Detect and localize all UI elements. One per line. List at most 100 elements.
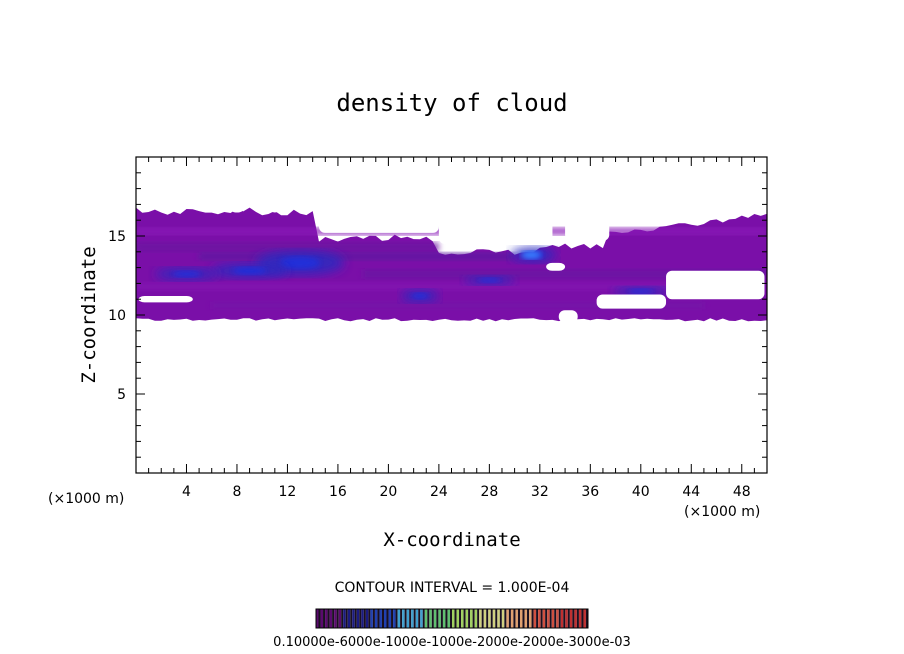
colorbar-segment bbox=[479, 609, 482, 628]
colorbar-segment bbox=[529, 609, 532, 628]
colorbar-divider bbox=[527, 609, 530, 628]
colorbar-segment bbox=[329, 609, 333, 628]
colorbar-frame bbox=[315, 608, 589, 629]
y-tick-label: 5 bbox=[117, 387, 126, 403]
x-tick-label: 12 bbox=[279, 484, 297, 500]
clear-pocket bbox=[682, 287, 713, 298]
clear-gap bbox=[558, 310, 578, 323]
colorbar-divider bbox=[418, 609, 421, 628]
y-tick-label: 10 bbox=[108, 308, 126, 324]
peak-density-spot bbox=[521, 250, 542, 259]
colorbar-segment bbox=[524, 609, 528, 628]
colorbar-divider bbox=[359, 609, 362, 628]
colorbar-segment bbox=[560, 609, 564, 628]
colorbar-divider bbox=[381, 609, 384, 628]
colorbar-divider bbox=[327, 609, 330, 628]
colorbar-divider bbox=[445, 609, 448, 628]
dense-core-center bbox=[280, 256, 320, 270]
colorbar-segment bbox=[411, 609, 414, 628]
colorbar-divider bbox=[536, 609, 539, 628]
cloud-band bbox=[363, 269, 767, 279]
colorbar-divider bbox=[395, 609, 398, 628]
colorbar-segment bbox=[429, 609, 432, 628]
x-tick-label: 48 bbox=[733, 484, 751, 500]
chart-title: density of cloud bbox=[336, 89, 567, 117]
colorbar-segment bbox=[433, 609, 437, 628]
colorbar-divider bbox=[459, 609, 462, 628]
x-tick-label: 32 bbox=[531, 484, 549, 500]
colorbar-segment bbox=[438, 609, 441, 628]
colorbar-segment bbox=[583, 609, 586, 628]
colorbar-divider bbox=[386, 609, 389, 628]
colorbar-segment bbox=[510, 609, 514, 628]
colorbar-segment bbox=[452, 609, 455, 628]
colorbar-segment bbox=[442, 609, 446, 628]
clear-pocket bbox=[229, 202, 245, 213]
colorbar-segment bbox=[420, 609, 423, 628]
cloud-band bbox=[136, 282, 767, 291]
colorbar-divider bbox=[323, 609, 326, 628]
colorbar-segment bbox=[506, 609, 509, 628]
cloud-band bbox=[199, 252, 515, 261]
colorbar-divider bbox=[517, 609, 520, 628]
dense-core-center bbox=[232, 266, 267, 275]
dense-core-center bbox=[478, 277, 501, 283]
x-tick-label: 20 bbox=[379, 484, 397, 500]
clear-pocket bbox=[163, 200, 184, 211]
y-tick-label: 15 bbox=[108, 229, 126, 245]
colorbar-divider bbox=[545, 609, 548, 628]
colorbar-segment bbox=[538, 609, 541, 628]
colorbar-labels: 0.10000e-6000e-1000e-1000e-2000e-2000e-3… bbox=[273, 635, 631, 650]
colorbar-segment bbox=[569, 609, 573, 628]
colorbar-divider bbox=[481, 609, 484, 628]
colorbar-divider bbox=[477, 609, 480, 628]
colorbar bbox=[315, 608, 589, 629]
cloud-band bbox=[136, 242, 439, 252]
x-axis-unit-right: (×1000 m) bbox=[684, 504, 760, 520]
colorbar-segment bbox=[316, 609, 319, 628]
colorbar-segment bbox=[325, 609, 328, 628]
colorbar-divider bbox=[345, 609, 348, 628]
colorbar-divider bbox=[508, 609, 511, 628]
colorbar-divider bbox=[341, 609, 344, 628]
clear-gap bbox=[546, 262, 566, 271]
colorbar-divider bbox=[372, 609, 375, 628]
clear-pocket bbox=[268, 202, 282, 213]
dense-core-center bbox=[411, 292, 429, 300]
colorbar-divider bbox=[495, 609, 498, 628]
colorbar-divider bbox=[468, 609, 471, 628]
clear-gap bbox=[666, 270, 765, 300]
colorbar-segment bbox=[361, 609, 364, 628]
colorbar-divider bbox=[585, 609, 588, 628]
colorbar-segment bbox=[492, 609, 496, 628]
colorbar-divider bbox=[336, 609, 339, 628]
clear-gap bbox=[565, 196, 610, 241]
colorbar-divider bbox=[472, 609, 475, 628]
x-axis-ticks: 4 8 12 16 20 24 28 32 36 40 44 48 bbox=[148, 157, 755, 500]
x-tick-label: 24 bbox=[430, 484, 448, 500]
colorbar-divider bbox=[363, 609, 366, 628]
colorbar-segment bbox=[388, 609, 392, 628]
colorbar-divider bbox=[368, 609, 371, 628]
colorbar-divider bbox=[581, 609, 584, 628]
colorbar-segment bbox=[461, 609, 464, 628]
colorbar-divider bbox=[318, 609, 321, 628]
colorbar-segment bbox=[347, 609, 351, 628]
colorbar-segment bbox=[501, 609, 505, 628]
colorbar-divider bbox=[513, 609, 516, 628]
dense-core-center bbox=[172, 270, 201, 278]
colorbar-segment bbox=[424, 609, 428, 628]
clear-gap bbox=[318, 196, 439, 233]
cloud-envelope bbox=[136, 207, 767, 322]
colorbar-segment bbox=[488, 609, 491, 628]
colorbar-divider bbox=[440, 609, 443, 628]
colorbar-divider bbox=[563, 609, 566, 628]
colorbar-segment bbox=[406, 609, 410, 628]
y-axis-label: Z-coordinate bbox=[78, 246, 100, 383]
colorbar-segment bbox=[397, 609, 401, 628]
colorbar-segment bbox=[352, 609, 355, 628]
colorbar-divider bbox=[522, 609, 525, 628]
x-axis-unit-left: (×1000 m) bbox=[48, 491, 124, 507]
colorbar-divider bbox=[422, 609, 425, 628]
colorbar-segment bbox=[384, 609, 387, 628]
